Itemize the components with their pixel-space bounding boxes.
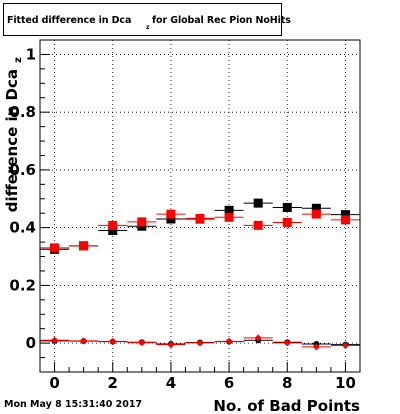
data-point [195,213,205,223]
data-point [108,220,118,230]
data-point [166,214,176,224]
series-4 [40,334,360,351]
x-tick-label: 6 [224,374,234,392]
data-point [283,339,291,347]
y-tick-label: 0.6 [9,161,36,179]
data-point [282,202,292,212]
x-tick-label: 10 [335,374,356,392]
data-point [254,334,262,342]
x-axis-label: No. of Bad Points [213,397,360,414]
data-point [109,337,117,345]
series-2 [40,209,360,253]
x-tick-label: 0 [49,374,59,392]
y-tick-label: 0.2 [9,276,36,294]
data-point [167,341,175,349]
data-point [225,337,233,345]
data-point [137,217,147,227]
x-tick-label: 8 [282,374,292,392]
data-point [80,337,88,345]
data-point [224,205,234,215]
data-point [282,217,292,227]
data-point [312,343,320,351]
y-tick-label: 1 [26,45,36,63]
data-point [341,341,349,349]
chart-title-subscript: z [146,24,150,31]
data-point [340,215,350,225]
data-point [196,339,204,347]
data-point [108,226,118,236]
data-point [50,243,60,253]
y-tick-label: 0.4 [9,219,36,237]
x-tick-label: 2 [108,374,118,392]
data-point [51,336,59,344]
data-point [253,198,263,208]
y-axis-label-subscript: z [13,57,24,63]
y-axis-label: difference in Dca [3,69,21,212]
chart-title-rest: for Global Rec Pion NoHits [152,15,291,26]
y-tick-label: 0 [26,334,36,352]
axes: 0 2 4 6 8 10 0 0.2 0.4 0.6 0.8 1 [9,39,361,392]
data-point [138,339,146,347]
data-point [166,209,176,219]
data-point [311,209,321,219]
y-tick-label: 0.8 [9,103,36,121]
data-point [224,212,234,222]
chart-title: Fitted difference in Dca [7,15,132,26]
grid [40,40,360,372]
data-point [311,203,321,213]
data-point [253,220,263,230]
x-tick-label: 4 [166,374,176,392]
data-point [340,210,350,220]
data-point [79,241,89,251]
data-series [40,198,360,351]
chart-title-box: Fitted difference in Dca z for Global Re… [3,3,291,36]
timestamp: Mon May 8 15:31:40 2017 [4,399,143,410]
